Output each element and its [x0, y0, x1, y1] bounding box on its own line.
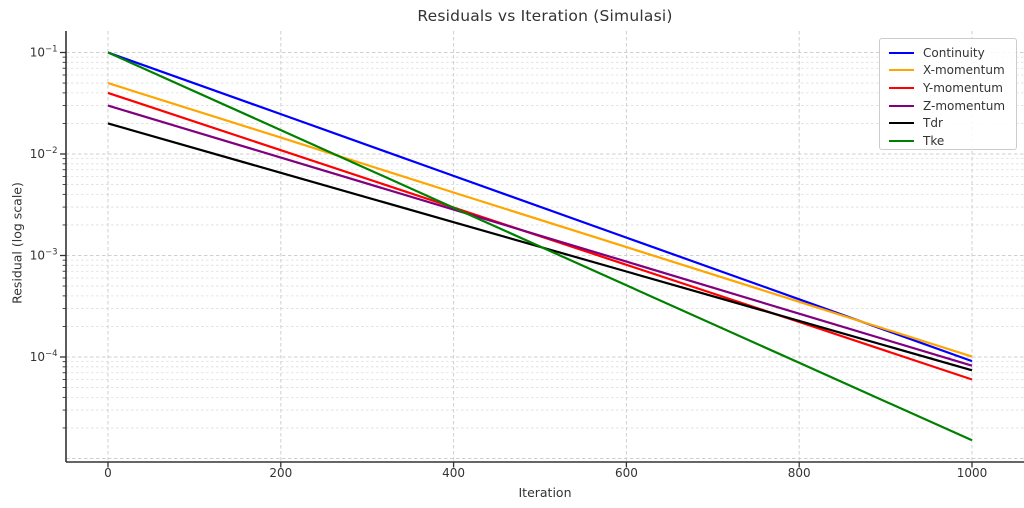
legend-line-sample: [889, 139, 914, 142]
series-line-z-momentum: [107, 104, 973, 367]
legend-line-sample: [889, 51, 914, 54]
y-tick-label: 10−3: [30, 248, 58, 263]
y-axis-label: Residual (log scale): [9, 182, 25, 304]
legend-line-sample: [889, 86, 914, 89]
y-tick-label: 10−4: [30, 349, 58, 364]
legend-entry: X-momentum: [889, 62, 1016, 80]
series-line-continuity: [107, 51, 973, 363]
x-tick-label: 400: [442, 466, 465, 480]
y-tick-label: 10−1: [30, 45, 58, 60]
legend-line-sample: [889, 122, 914, 125]
x-tick-label: 1000: [957, 466, 988, 480]
chart-title: Residuals vs Iteration (Simulasi): [417, 7, 673, 25]
y-tick-labels: 10−1 10−2 10−3 10−4: [30, 45, 58, 365]
series-line-tke: [107, 51, 973, 442]
x-tick-label: 0: [104, 466, 112, 480]
legend-label: X-momentum: [923, 63, 1005, 78]
legend: Continuity X-momentum Y-momentum Z-momentum…: [879, 38, 1017, 150]
legend-entry: Z-momentum: [889, 97, 1016, 115]
legend-entry: Continuity: [889, 44, 1016, 62]
legend-entry: Tke: [889, 132, 1016, 150]
x-tick-label: 800: [788, 466, 811, 480]
legend-line-sample: [889, 69, 914, 72]
legend-entry: Y-momentum: [889, 79, 1016, 97]
legend-label: Continuity: [923, 45, 985, 60]
legend-label: Tke: [923, 133, 945, 148]
x-tick-label: 600: [615, 466, 638, 480]
legend-entry: Tdr: [889, 114, 1016, 132]
series-line-x-momentum: [107, 82, 973, 358]
axis-ticks: [60, 51, 973, 468]
legend-line-sample: [889, 104, 914, 107]
legend-label: Y-momentum: [923, 80, 1003, 95]
x-tick-label: 200: [269, 466, 292, 480]
legend-label: Tdr: [923, 116, 943, 131]
axes-spines: [65, 31, 1024, 463]
x-tick-labels: 0 200 400 600 800 1000: [104, 466, 987, 480]
x-axis-label: Iteration: [518, 485, 572, 500]
y-tick-label: 10−2: [30, 146, 58, 161]
major-gridlines: [66, 52, 1024, 459]
legend-label: Z-momentum: [923, 98, 1006, 113]
